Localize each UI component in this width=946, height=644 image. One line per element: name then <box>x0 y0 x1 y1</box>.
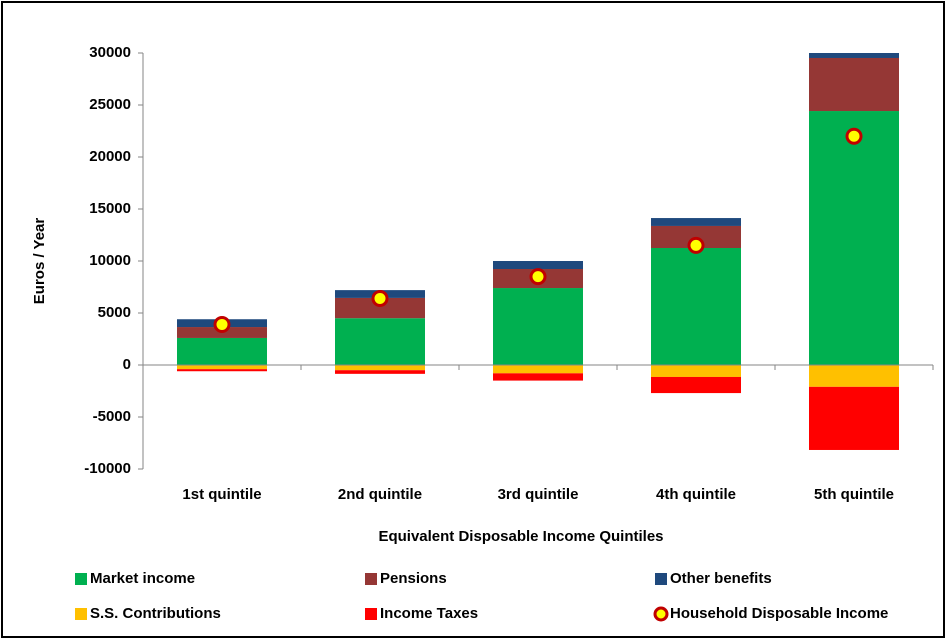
legend-swatch <box>365 608 377 620</box>
bar <box>809 365 899 387</box>
legend-marker <box>653 606 669 622</box>
y-tick-label: 30000 <box>89 44 131 61</box>
legend-label: S.S. Contributions <box>90 605 221 622</box>
y-tick-label: 0 <box>123 356 131 373</box>
legend-label: Other benefits <box>670 570 772 587</box>
bar <box>493 373 583 381</box>
legend-swatch <box>75 608 87 620</box>
x-tick-label: 1st quintile <box>182 486 261 503</box>
legend-swatch <box>365 573 377 585</box>
bar <box>651 376 741 394</box>
x-axis-title: Equivalent Disposable Income Quintiles <box>378 528 663 545</box>
x-tick-label: 5th quintile <box>814 486 894 503</box>
bar <box>335 365 425 371</box>
legend-label: Pensions <box>380 570 447 587</box>
bar <box>493 261 583 270</box>
bar <box>651 218 741 226</box>
y-tick-label: -10000 <box>84 460 131 477</box>
bar <box>493 365 583 374</box>
legend-swatch <box>75 573 87 585</box>
bar <box>177 369 267 372</box>
legend-label: Market income <box>90 570 195 587</box>
y-axis-title: Euros / Year <box>31 218 48 305</box>
marker <box>371 289 389 307</box>
bar <box>651 365 741 377</box>
bar <box>335 297 425 319</box>
y-tick-label: 25000 <box>89 96 131 113</box>
bar <box>177 365 267 370</box>
bar <box>493 288 583 365</box>
y-tick-label: 10000 <box>89 252 131 269</box>
x-tick-label: 4th quintile <box>656 486 736 503</box>
y-tick-label: 20000 <box>89 148 131 165</box>
x-tick-label: 3rd quintile <box>498 486 579 503</box>
bar <box>809 386 899 450</box>
legend-label: Income Taxes <box>380 605 478 622</box>
bar <box>809 111 899 365</box>
marker <box>687 236 705 254</box>
bar <box>335 318 425 365</box>
legend-swatch <box>655 573 667 585</box>
marker <box>213 315 231 333</box>
legend-label: Household Disposable Income <box>670 605 888 622</box>
x-tick-label: 2nd quintile <box>338 486 422 503</box>
bar <box>651 248 741 365</box>
y-tick-label: -5000 <box>93 408 131 425</box>
marker <box>845 127 863 145</box>
bar <box>177 337 267 365</box>
y-tick-label: 5000 <box>98 304 131 321</box>
bar <box>809 57 899 112</box>
y-tick-label: 15000 <box>89 200 131 217</box>
marker <box>529 268 547 286</box>
bar <box>809 53 899 58</box>
bar <box>335 370 425 374</box>
